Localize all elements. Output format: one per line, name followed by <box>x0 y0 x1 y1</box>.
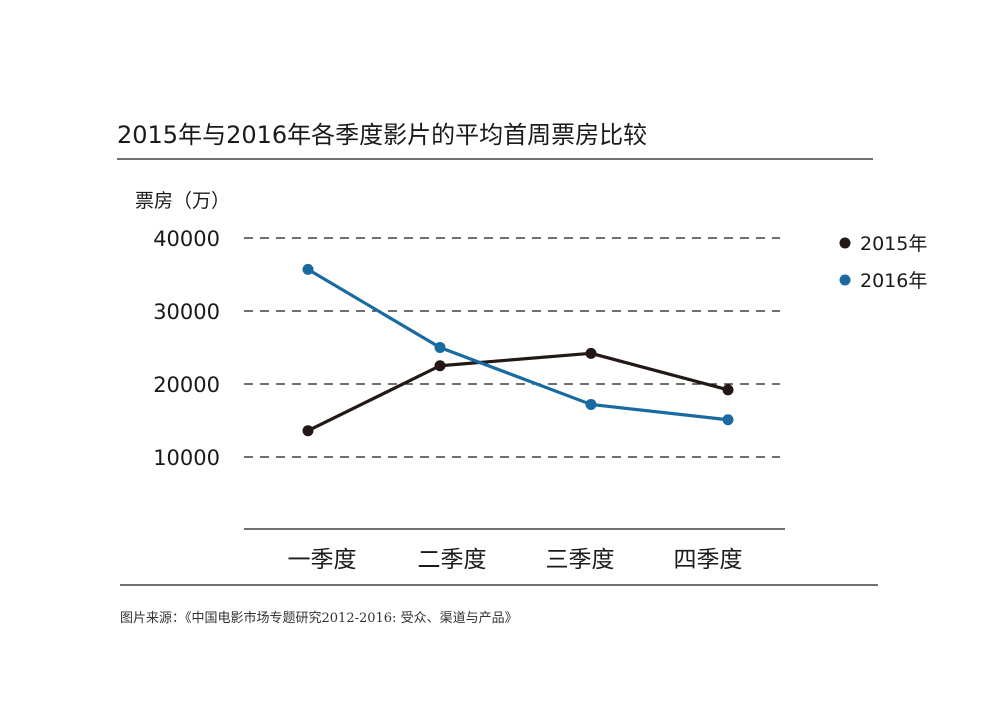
data-point <box>585 347 597 359</box>
legend: 2015年 2016年 <box>839 233 927 292</box>
data-point <box>434 360 446 372</box>
data-point <box>722 414 734 426</box>
data-point <box>434 342 446 353</box>
x-tick-label: 二季度 <box>418 547 487 573</box>
y-axis-label: 票房（万） <box>135 190 230 212</box>
x-tick-label: 四季度 <box>674 547 743 573</box>
legend-label: 2015年 <box>860 233 927 255</box>
x-tick-label: 三季度 <box>546 547 615 573</box>
chart-title: 2015年与2016年各季度影片的平均首周票房比较 <box>117 121 647 149</box>
y-tick-label: 20000 <box>153 373 220 397</box>
legend-marker <box>839 237 851 249</box>
series-line <box>306 267 730 422</box>
source-note: 图片来源：《中国电影市场专题研究2012-2016: 受众、渠道与产品》 <box>120 610 518 626</box>
y-tick-labels: 40000 30000 20000 10000 <box>153 227 220 470</box>
x-tick-labels: 一季度 二季度 三季度 四季度 <box>288 547 743 573</box>
data-point <box>585 398 597 410</box>
legend-marker <box>839 274 851 286</box>
x-tick-label: 一季度 <box>288 547 357 573</box>
y-tick-label: 40000 <box>153 227 220 251</box>
series-layer <box>302 263 734 437</box>
data-point <box>722 384 734 396</box>
data-point <box>302 425 314 437</box>
y-tick-label: 10000 <box>153 446 220 470</box>
data-point <box>302 263 314 275</box>
y-tick-label: 30000 <box>153 300 220 324</box>
legend-label: 2016年 <box>860 270 927 292</box>
series-line <box>306 351 730 433</box>
